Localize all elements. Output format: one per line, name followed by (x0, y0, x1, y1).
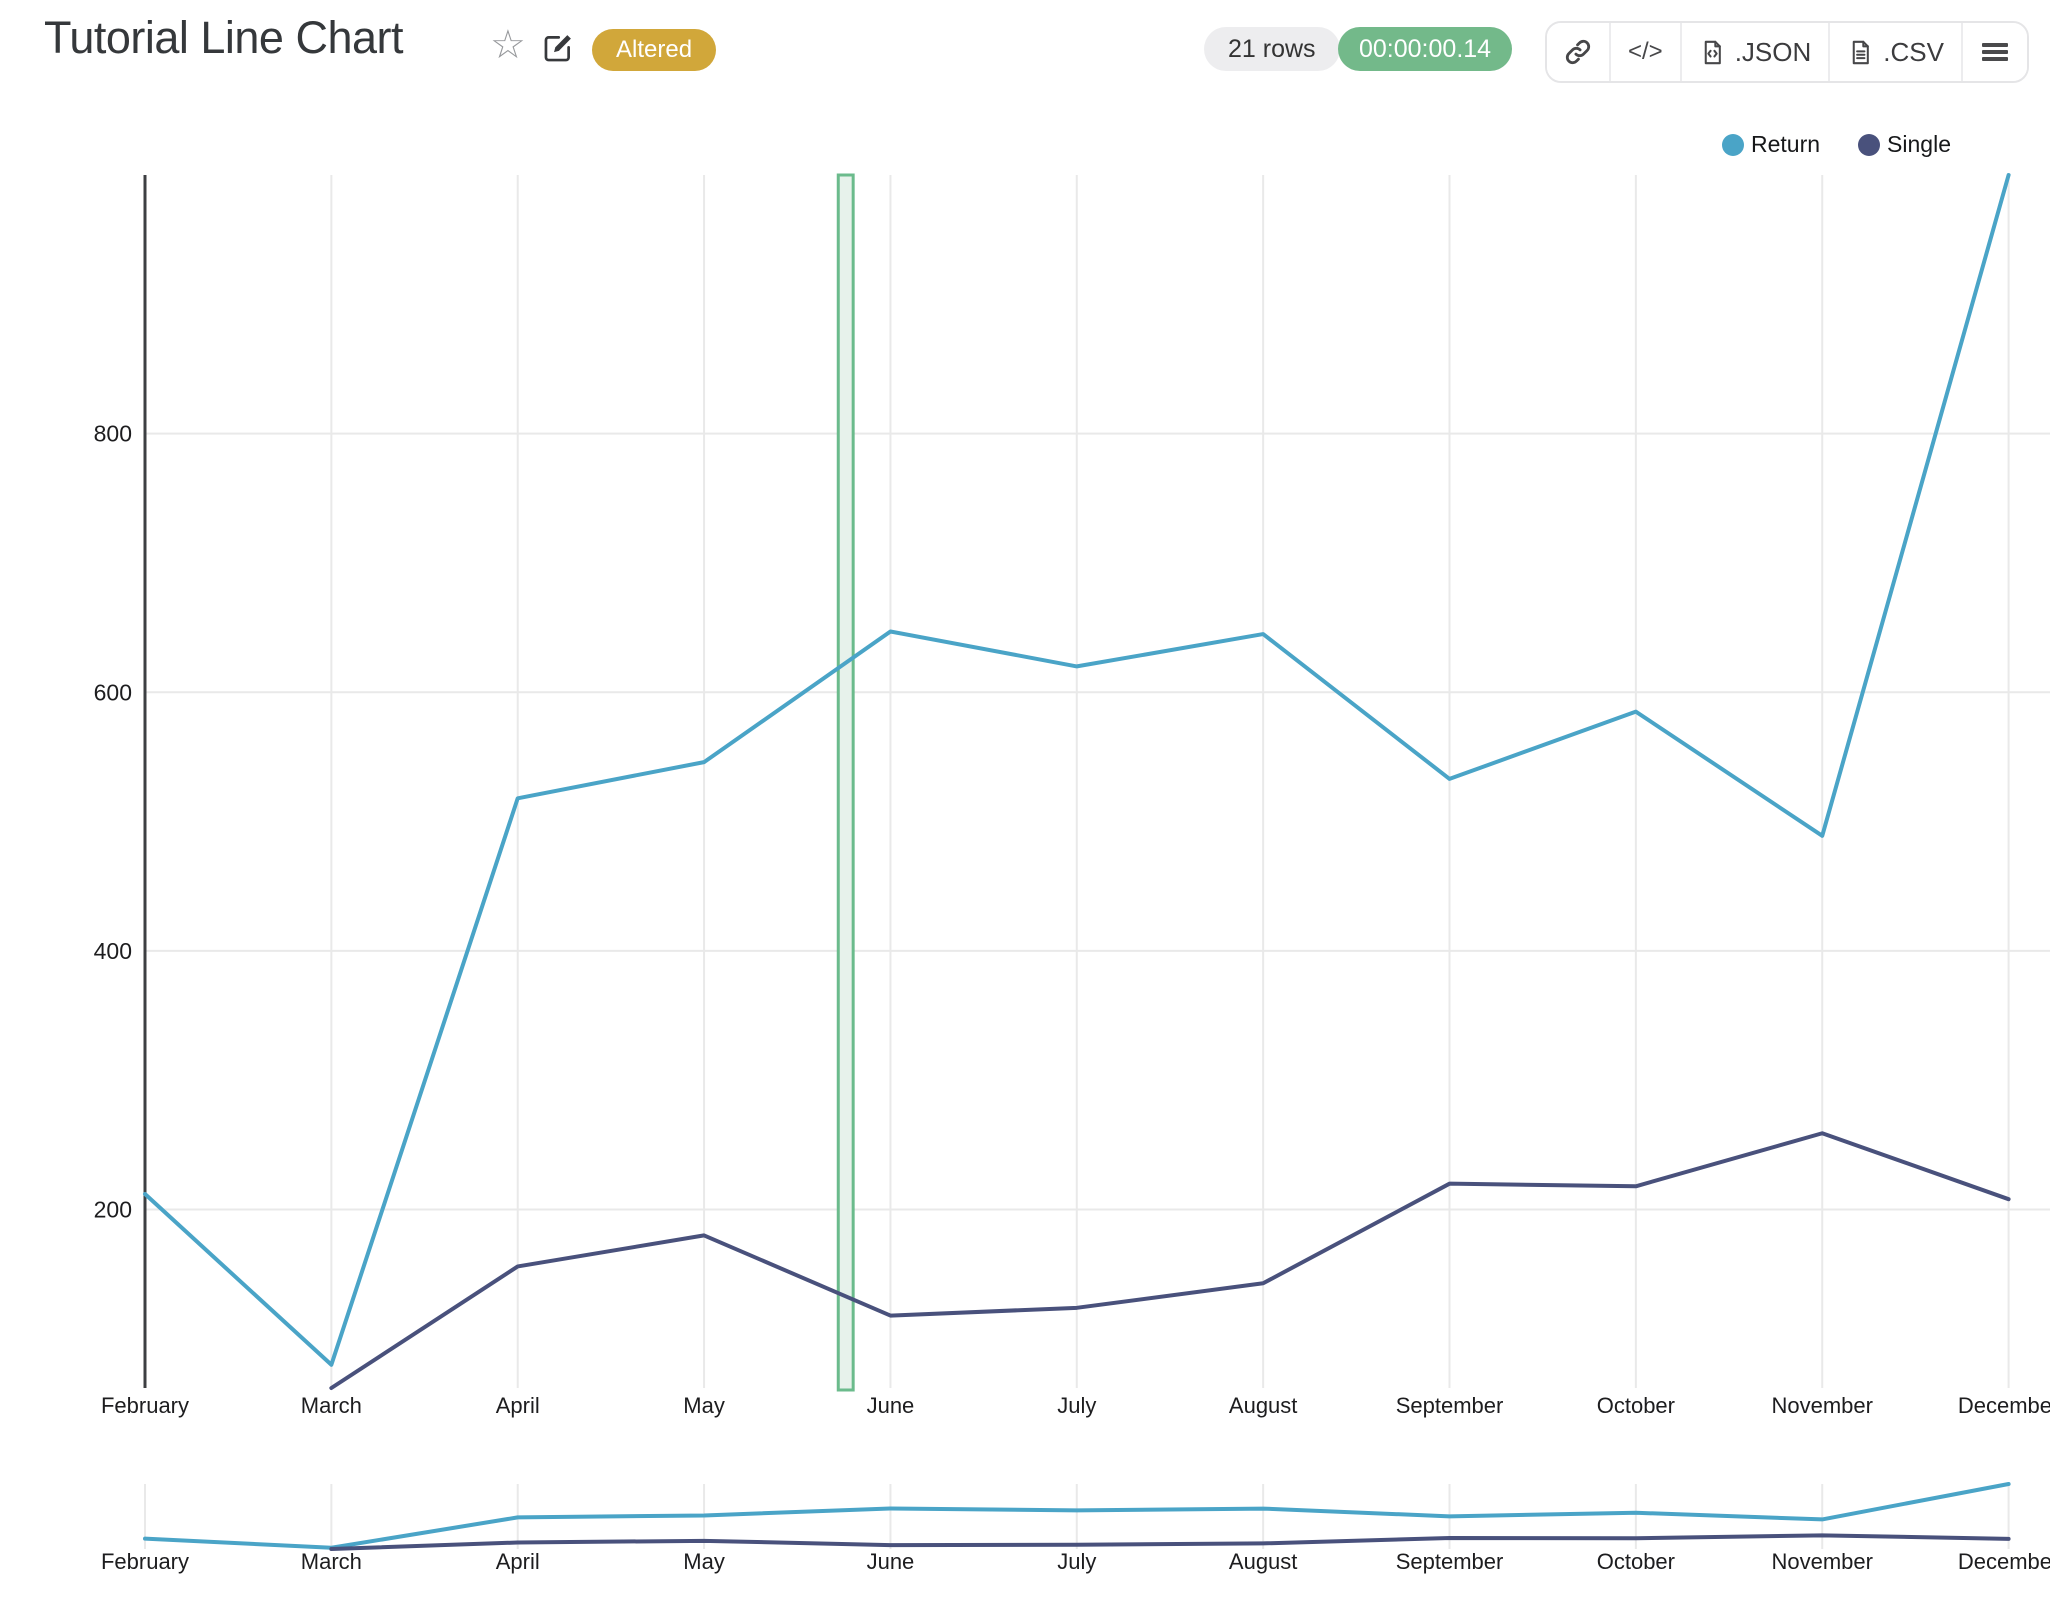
overview-x-label: July (1057, 1549, 1096, 1574)
star-icon[interactable]: ☆ (490, 23, 526, 67)
json-button-label: .JSON (1734, 36, 1812, 67)
overview-x-label: June (867, 1549, 915, 1574)
x-axis-label: July (1057, 1393, 1096, 1418)
return-series-dot (1722, 133, 1744, 156)
status-badge: Altered (592, 29, 717, 71)
legend-label-single: Single (1887, 131, 1951, 157)
overview-x-label: May (683, 1549, 725, 1574)
x-axis-label: September (1396, 1393, 1504, 1418)
overview-x-label: November (1771, 1549, 1872, 1574)
more-options-button[interactable] (1960, 23, 2027, 81)
embed-code-button[interactable]: </> (1609, 23, 1680, 81)
overview-x-label: April (496, 1549, 540, 1574)
selection-band[interactable] (836, 173, 855, 1392)
overview-x-label: August (1229, 1549, 1298, 1574)
download-json-button[interactable]: .JSON (1679, 23, 1829, 81)
copy-link-button[interactable] (1547, 23, 1609, 81)
x-axis-label: March (301, 1393, 362, 1418)
legend-label-return: Return (1751, 131, 1821, 157)
x-axis-label: May (683, 1393, 725, 1418)
json-file-icon (1699, 39, 1726, 66)
csv-button-label: .CSV (1883, 36, 1944, 67)
legend-item-return[interactable]: Return (1722, 131, 1820, 158)
overview-x-label: March (301, 1549, 362, 1574)
overview-x-label: February (101, 1549, 189, 1574)
x-axis-label: December (1958, 1393, 2050, 1418)
x-axis-label: February (101, 1393, 189, 1418)
series-line-return (143, 173, 2011, 1367)
x-axis-label: October (1597, 1393, 1675, 1418)
y-axis-label: 200 (94, 1197, 132, 1223)
x-axis-label: June (867, 1393, 915, 1418)
chart-legend: Return Single (1722, 131, 1951, 158)
legend-item-single[interactable]: Single (1858, 131, 1951, 158)
x-axis-label: April (496, 1393, 540, 1418)
overview-strip[interactable]: February March April May June July August Septe… (101, 1482, 2050, 1574)
single-series-dot (1858, 133, 1881, 156)
overview-x-label: October (1597, 1549, 1675, 1574)
overview-x-label: December (1958, 1549, 2050, 1574)
query-timer-badge: 00:00:00.14 (1338, 27, 1513, 71)
overview-x-label: September (1396, 1549, 1504, 1574)
y-axis-label: 600 (94, 679, 132, 705)
csv-file-icon (1847, 39, 1874, 66)
export-toolbar: </> .JSON .CSV (1545, 21, 2029, 83)
menu-icon (1980, 39, 2010, 65)
link-icon (1564, 38, 1592, 66)
edit-icon[interactable] (541, 31, 575, 70)
y-axis-label: 400 (94, 938, 132, 964)
y-axis-label: 800 (94, 421, 132, 447)
x-axis-label: August (1229, 1393, 1298, 1418)
series-line-single (329, 1131, 2011, 1390)
download-csv-button[interactable]: .CSV (1828, 23, 1961, 81)
page-title: Tutorial Line Chart (44, 12, 404, 63)
overview-line-single (329, 1533, 2011, 1551)
code-icon: </> (1628, 38, 1663, 65)
x-axis-label: November (1771, 1393, 1872, 1418)
overview-line-return (143, 1482, 2011, 1550)
row-count-badge: 21 rows (1204, 27, 1340, 71)
